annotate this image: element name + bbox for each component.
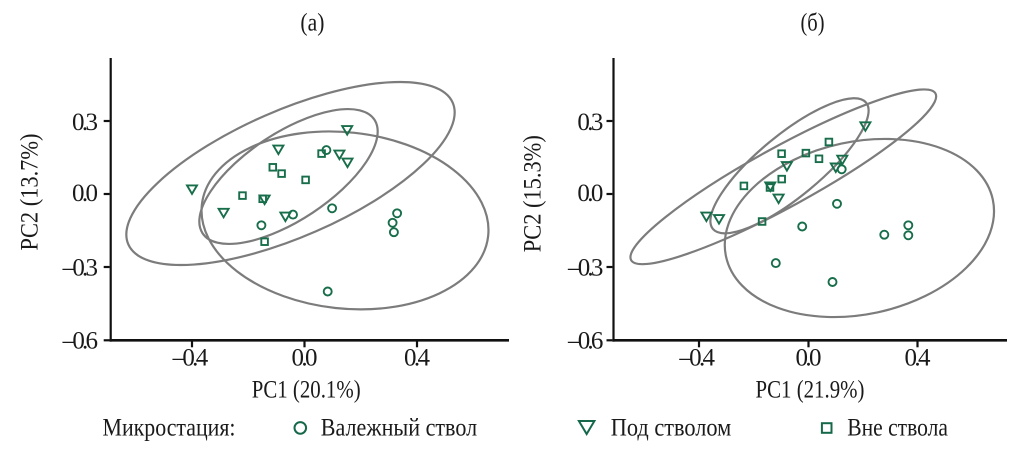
- svg-text:–0.3: –0.3: [62, 254, 98, 281]
- svg-text:0.0: 0.0: [72, 180, 98, 207]
- svg-text:0.0: 0.0: [577, 180, 603, 207]
- svg-text:PC2 (15.3%): PC2 (15.3%): [520, 135, 547, 252]
- svg-text:0.3: 0.3: [72, 109, 98, 136]
- svg-text:–0.4: –0.4: [172, 345, 209, 372]
- svg-text:PC2 (13.7%): PC2 (13.7%): [17, 134, 44, 251]
- svg-text:Под стволом: Под стволом: [611, 414, 732, 441]
- svg-text:(а): (а): [300, 10, 324, 37]
- svg-text:0.4: 0.4: [905, 345, 932, 372]
- svg-text:PC1 (20.1%): PC1 (20.1%): [252, 377, 361, 404]
- svg-text:Валежный ствол: Валежный ствол: [321, 414, 477, 441]
- svg-text:–0.6: –0.6: [567, 327, 603, 354]
- svg-text:PC1 (21.9%): PC1 (21.9%): [756, 377, 865, 404]
- svg-text:–0.6: –0.6: [62, 327, 98, 354]
- svg-text:–0.4: –0.4: [678, 345, 715, 372]
- svg-text:(б): (б): [801, 10, 825, 37]
- svg-text:–0.3: –0.3: [567, 254, 603, 281]
- svg-text:0.4: 0.4: [404, 345, 431, 372]
- svg-text:0.3: 0.3: [577, 109, 603, 136]
- svg-text:Вне ствола: Вне ствола: [847, 414, 948, 441]
- svg-text:Микростация:: Микростация:: [103, 414, 236, 441]
- svg-text:0.0: 0.0: [292, 345, 318, 372]
- svg-text:0.0: 0.0: [796, 345, 822, 372]
